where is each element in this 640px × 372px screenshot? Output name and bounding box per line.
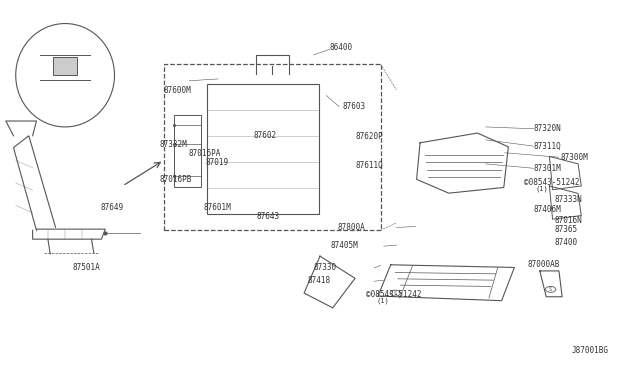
Text: 87330: 87330	[314, 263, 337, 272]
Text: 87603: 87603	[342, 102, 365, 111]
Text: 87016PA: 87016PA	[188, 149, 220, 158]
Bar	[207, 84, 319, 214]
Bar	[174, 115, 201, 187]
Text: 87016N: 87016N	[554, 216, 582, 225]
Text: 87406M: 87406M	[534, 205, 561, 214]
Text: (1): (1)	[536, 186, 548, 192]
Text: 87300M: 87300M	[561, 153, 589, 162]
Text: 87332M: 87332M	[159, 140, 187, 149]
Text: 87405M: 87405M	[331, 241, 358, 250]
Text: 87400: 87400	[554, 238, 578, 247]
Text: 87320N: 87320N	[534, 124, 561, 133]
Text: 87333N: 87333N	[554, 195, 582, 204]
Text: 87311Q: 87311Q	[534, 142, 561, 151]
Text: (1): (1)	[376, 297, 389, 304]
Text: 87301M: 87301M	[534, 164, 561, 173]
Text: ©08543-51242: ©08543-51242	[524, 178, 579, 187]
Text: 87800A: 87800A	[337, 223, 365, 232]
Text: 87601M: 87601M	[204, 202, 231, 212]
Text: 87649: 87649	[100, 202, 124, 212]
Text: 87016PB: 87016PB	[159, 175, 192, 184]
Text: 87643: 87643	[256, 212, 280, 221]
Text: 87602: 87602	[253, 131, 276, 140]
Text: 87365: 87365	[554, 225, 578, 234]
Text: S: S	[394, 291, 397, 296]
Bar	[53, 57, 77, 75]
Text: 87418: 87418	[307, 276, 330, 285]
Text: 87620P: 87620P	[355, 132, 383, 141]
Text: S: S	[549, 287, 552, 292]
Text: 87019: 87019	[205, 158, 228, 167]
Text: 87000AB: 87000AB	[527, 260, 559, 269]
Text: 87600M: 87600M	[164, 86, 191, 95]
Text: 86400: 86400	[330, 43, 353, 52]
Text: J87001BG: J87001BG	[572, 346, 609, 355]
Text: 87611Q: 87611Q	[355, 160, 383, 170]
Text: ©08543-51242: ©08543-51242	[366, 291, 421, 299]
Text: 87501A: 87501A	[73, 263, 100, 272]
